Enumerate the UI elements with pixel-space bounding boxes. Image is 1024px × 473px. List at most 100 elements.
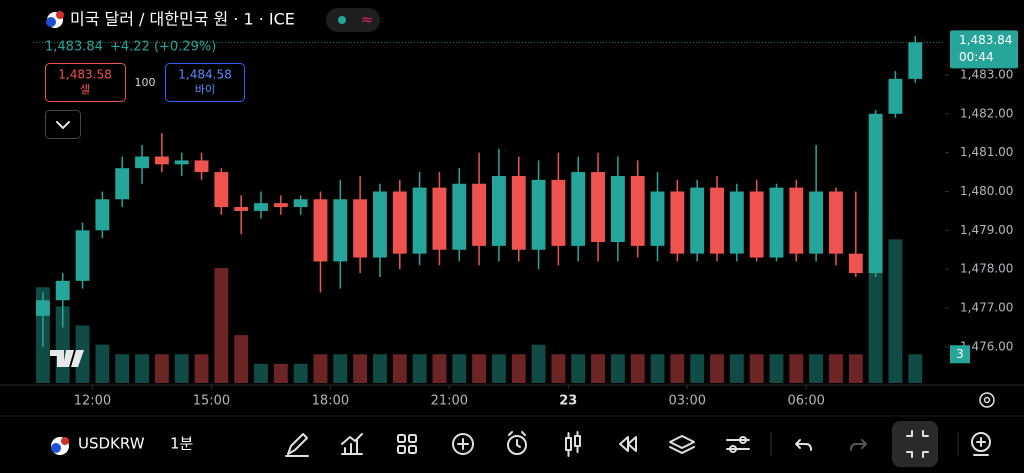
flag-icon	[56, 11, 64, 19]
flag-icon	[51, 443, 61, 453]
alert-tool[interactable]	[507, 431, 527, 455]
chevron-icon	[56, 121, 70, 129]
buy-label: 바이	[195, 83, 215, 96]
candle-body	[729, 191, 744, 254]
order-quantity[interactable]: 100	[135, 76, 156, 89]
buy-price: 1,484.58	[178, 68, 231, 82]
undo-tool[interactable]	[795, 439, 812, 451]
status-badge[interactable]	[326, 8, 380, 32]
settings-icon[interactable]	[979, 392, 995, 408]
candle-body	[412, 187, 427, 254]
symbol-title[interactable]: 미국 달러 / 대한민국 원 · 1 · ICE	[70, 10, 295, 29]
volume-bar	[829, 354, 843, 383]
candle-body	[214, 172, 229, 208]
volume-bar	[254, 363, 268, 383]
volume-bar	[650, 354, 665, 383]
candle-body	[769, 187, 784, 258]
sell-label: 셀	[80, 83, 90, 96]
x-tick-label: 21:00	[431, 394, 468, 409]
volume-bar	[154, 354, 169, 383]
y-tick-label: 1,478.00	[960, 262, 1013, 276]
candle-body	[749, 191, 764, 258]
candle-body	[234, 207, 249, 211]
volume-bar	[531, 344, 546, 383]
volume-bar	[670, 354, 685, 383]
volume-bar	[115, 354, 130, 383]
chart-type-tool[interactable]	[565, 431, 581, 457]
volume-bar	[313, 354, 328, 383]
replay-tool[interactable]	[619, 436, 637, 452]
indicators-tool[interactable]	[341, 433, 363, 455]
y-tick-label: 1,476.00	[960, 339, 1013, 353]
x-tick-label: 15:00	[193, 394, 230, 409]
y-tick-label: 1,481.00	[960, 145, 1013, 159]
candle-body	[472, 183, 487, 246]
candle-body	[115, 168, 130, 200]
candle-body	[848, 253, 863, 274]
volume-bar	[472, 354, 487, 383]
candle-body	[868, 113, 883, 274]
volume-bar	[194, 354, 209, 383]
chart: 1,476.00 1,477.00 1,478.00 1,479.00 1,480.00…	[33, 30, 1018, 409]
volume-tag	[950, 345, 970, 364]
candle-body	[35, 300, 50, 316]
candle-body	[630, 175, 645, 246]
candle-body	[888, 78, 903, 114]
candle-body	[154, 156, 169, 165]
volume-bar	[392, 354, 407, 383]
interval-button[interactable]: 1분	[170, 435, 194, 453]
y-tick-label: 1,479.00	[960, 223, 1013, 237]
volume-bar	[293, 363, 308, 383]
volume-bar	[551, 354, 566, 383]
y-tick-label: 1,480.00	[960, 184, 1013, 198]
settings-icon	[983, 396, 991, 404]
volume-bar	[630, 354, 645, 383]
candle-body	[491, 175, 506, 246]
y-tick-label: 1,483.00	[960, 67, 1013, 81]
last-price: 1,483.84	[45, 40, 103, 55]
candle-body	[174, 160, 189, 165]
sell-button[interactable]	[45, 63, 126, 102]
layouts-tool[interactable]	[397, 434, 417, 454]
settings-tool[interactable]	[726, 436, 750, 453]
flag-icon	[46, 17, 56, 27]
candle-body	[392, 191, 407, 254]
candle-body	[690, 187, 705, 254]
candle-body	[571, 172, 586, 246]
x-tick-label: 18:00	[312, 394, 349, 409]
volume-bar	[75, 325, 90, 383]
add-symbol-tool[interactable]	[971, 432, 991, 456]
volume-bar	[710, 354, 724, 383]
candle-body	[432, 187, 447, 250]
collapse-button[interactable]	[45, 110, 81, 139]
volume-bar	[908, 354, 923, 383]
objects-tool[interactable]	[669, 435, 695, 454]
x-tick-label: 12:00	[74, 394, 111, 409]
volume-bar	[452, 354, 467, 383]
candle-body	[353, 199, 368, 258]
flag-icon	[61, 437, 69, 445]
redo-tool[interactable]	[850, 439, 867, 451]
volume-bar	[511, 354, 526, 383]
candle-body	[908, 42, 923, 79]
candle-body	[293, 199, 308, 208]
price-tag	[950, 30, 1018, 69]
price-tag-price: 1,483.84	[959, 33, 1012, 47]
x-tick-label: 03:00	[669, 394, 706, 409]
add-tool[interactable]	[452, 433, 474, 455]
candle-body	[254, 203, 268, 211]
volume-bar	[214, 268, 229, 383]
candle-body	[373, 191, 387, 258]
candle-body	[273, 203, 288, 208]
fullscreen-button[interactable]	[892, 421, 938, 467]
draw-tool[interactable]	[285, 433, 309, 457]
candle-body	[829, 191, 843, 254]
candle-body	[610, 175, 625, 242]
candle-body	[313, 199, 328, 262]
symbol-button[interactable]: USDKRW	[78, 435, 145, 453]
volume-bar	[789, 354, 804, 383]
candle-body	[75, 230, 90, 281]
buy-button[interactable]	[165, 63, 245, 102]
candle-body	[55, 280, 70, 301]
market-open-dot	[338, 16, 346, 24]
